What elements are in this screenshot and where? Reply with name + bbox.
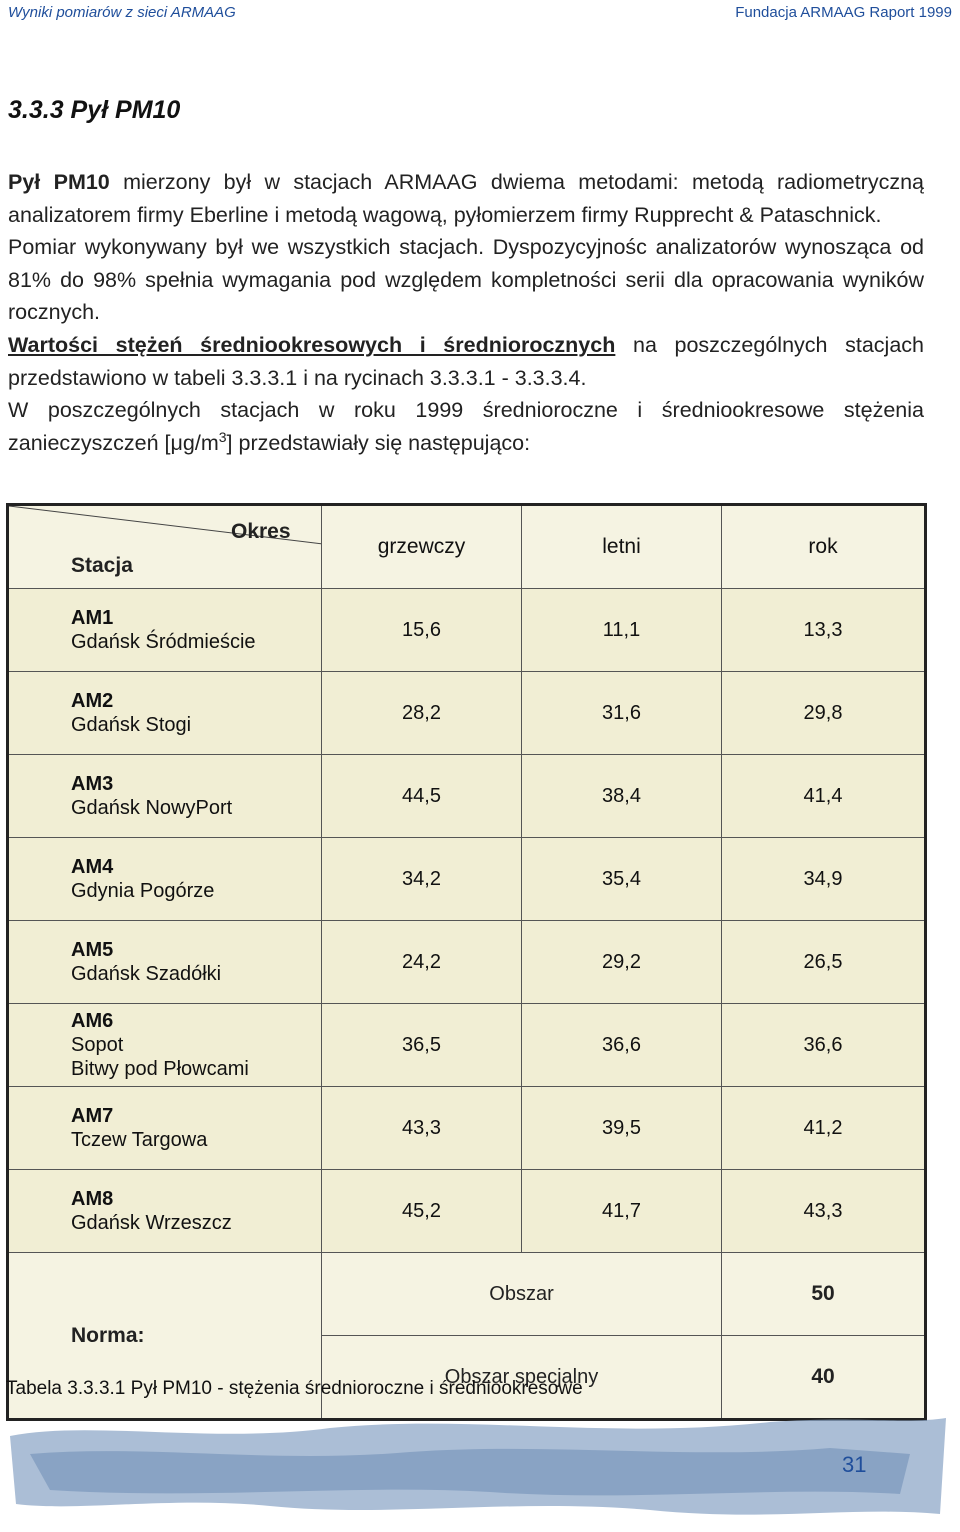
norma-value: 40 (721, 1335, 926, 1420)
value-rok: 41,4 (721, 754, 926, 838)
table-row: AM2 Gdańsk Stogi 28,2 31,6 29,8 (7, 671, 926, 755)
column-header-grzewczy: grzewczy (321, 504, 522, 589)
norma-row: Norma: Obszar 50 (7, 1252, 926, 1420)
station-code: AM4 (71, 856, 114, 878)
station-code: AM1 (71, 607, 114, 629)
value-letni: 38,4 (521, 754, 722, 838)
column-header-letni: letni (521, 504, 722, 589)
value-grzewczy: 15,6 (321, 588, 522, 672)
norma-label: Norma: (7, 1252, 322, 1420)
pm10-table: Okres Stacja grzewczy letni rok AM1 Gdańs… (6, 503, 927, 1421)
value-letni: 11,1 (521, 588, 722, 672)
norma-area: Obszar (321, 1252, 722, 1336)
paragraph-3: Wartości stężeń średniookresowych i śred… (8, 329, 924, 394)
body-text: Pył PM10 mierzony był w stacjach ARMAAG … (8, 166, 924, 459)
value-letni: 29,2 (521, 920, 722, 1004)
station-name: Gdańsk NowyPort (71, 797, 233, 819)
table-row: AM8 Gdańsk Wrzeszcz 45,2 41,7 43,3 (7, 1169, 926, 1253)
corner-header-cell: Okres Stacja (7, 504, 322, 589)
station-code: AM8 (71, 1188, 114, 1210)
paragraph-1-rest: mierzony był w stacjach ARMAAG dwiema me… (8, 170, 924, 227)
value-grzewczy: 36,5 (321, 1003, 522, 1087)
paragraph-4: W poszczególnych stacjach w roku 1999 śr… (8, 394, 924, 459)
station-cell: AM4 Gdynia Pogórze (7, 837, 322, 921)
value-letni: 36,6 (521, 1003, 722, 1087)
value-grzewczy: 43,3 (321, 1086, 522, 1170)
value-rok: 29,8 (721, 671, 926, 755)
value-rok: 41,2 (721, 1086, 926, 1170)
paragraph-1: Pył PM10 mierzony był w stacjach ARMAAG … (8, 166, 924, 231)
corner-okres-label: Okres (231, 520, 291, 543)
paragraph-2: Pomiar wykonywany był we wszystkich stac… (8, 235, 924, 325)
station-code: AM2 (71, 690, 114, 712)
station-name: Tczew Targowa (71, 1129, 208, 1151)
page-number: 31 (842, 1452, 867, 1477)
table-row: AM5 Gdańsk Szadółki 24,2 29,2 26,5 (7, 920, 926, 1004)
paragraph-4-superscript: 3 (218, 428, 227, 445)
table-row: AM6 Sopot Bitwy pod Płowcami 36,5 36,6 36,6 (7, 1003, 926, 1087)
norma-row: Obszar specjalny 40 (8, 1335, 926, 1420)
page-header: Wyniki pomiarów z sieci ARMAAG Fundacja … (8, 4, 952, 28)
station-name: Sopot (71, 1034, 124, 1056)
value-grzewczy: 45,2 (321, 1169, 522, 1253)
paragraph-3-rest: na poszczególnych stacjach przedstawiono… (8, 332, 924, 390)
value-rok: 43,3 (721, 1169, 926, 1253)
station-cell: AM3 Gdańsk NowyPort (7, 754, 322, 838)
station-cell: AM5 Gdańsk Szadółki (7, 920, 322, 1004)
table-row: AM7 Tczew Targowa 43,3 39,5 41,2 (7, 1086, 926, 1170)
section-title: 3.3.3 Pył PM10 (8, 96, 181, 124)
value-letni: 35,4 (521, 837, 722, 921)
header-left: Wyniki pomiarów z sieci ARMAAG (8, 4, 236, 21)
value-rok: 34,9 (721, 837, 926, 921)
station-name: Gdańsk Śródmieście (71, 631, 256, 653)
value-grzewczy: 28,2 (321, 671, 522, 755)
brush-stroke-decoration (10, 1418, 946, 1515)
station-cell: AM8 Gdańsk Wrzeszcz (7, 1169, 322, 1253)
value-letni: 41,7 (521, 1169, 722, 1253)
station-name: Gdańsk Stogi (71, 714, 192, 736)
value-rok: 13,3 (721, 588, 926, 672)
value-letni: 39,5 (521, 1086, 722, 1170)
header-right: Fundacja ARMAAG Raport 1999 (735, 4, 952, 21)
value-grzewczy: 34,2 (321, 837, 522, 921)
station-name: Gdynia Pogórze (71, 880, 215, 902)
station-cell: AM2 Gdańsk Stogi (7, 671, 322, 755)
value-letni: 31,6 (521, 671, 722, 755)
corner-stacja-label: Stacja (71, 554, 133, 577)
paragraph-4-a: W poszczególnych stacjach w roku 1999 śr… (8, 398, 924, 455)
paragraph-4-b: ] przedstawiały się następująco: (226, 430, 531, 455)
station-code: AM6 (71, 1010, 114, 1032)
station-code: AM7 (71, 1105, 114, 1127)
station-cell: AM6 Sopot Bitwy pod Płowcami (7, 1003, 322, 1087)
column-header-rok: rok (721, 504, 926, 589)
value-rok: 26,5 (721, 920, 926, 1004)
station-address: Bitwy pod Płowcami (71, 1058, 249, 1080)
station-name: Gdańsk Szadółki (71, 963, 222, 985)
station-code: AM3 (71, 773, 114, 795)
norma-value: 50 (721, 1252, 926, 1336)
station-cell: AM1 Gdańsk Śródmieście (7, 588, 322, 672)
norma-area: Obszar specjalny (321, 1335, 722, 1420)
paragraph-1-bold: Pył PM10 (8, 170, 110, 194)
station-cell: AM7 Tczew Targowa (7, 1086, 322, 1170)
diagonal-divider (9, 506, 321, 545)
station-code: AM5 (71, 939, 114, 961)
table-row: AM4 Gdynia Pogórze 34,2 35,4 34,9 (7, 837, 926, 921)
value-grzewczy: 44,5 (321, 754, 522, 838)
paragraph-3-underlined: Wartości stężeń średniookresowych i śred… (8, 332, 616, 357)
value-grzewczy: 24,2 (321, 920, 522, 1004)
table-row: AM1 Gdańsk Śródmieście 15,6 11,1 13,3 (7, 588, 926, 672)
station-name: Gdańsk Wrzeszcz (71, 1212, 232, 1234)
value-rok: 36,6 (721, 1003, 926, 1087)
table-caption: Tabela 3.3.3.1 Pył PM10 - stężenia średn… (6, 1378, 583, 1399)
table-header-row: Okres Stacja grzewczy letni rok (7, 504, 926, 589)
table-row: AM3 Gdańsk NowyPort 44,5 38,4 41,4 (7, 754, 926, 838)
